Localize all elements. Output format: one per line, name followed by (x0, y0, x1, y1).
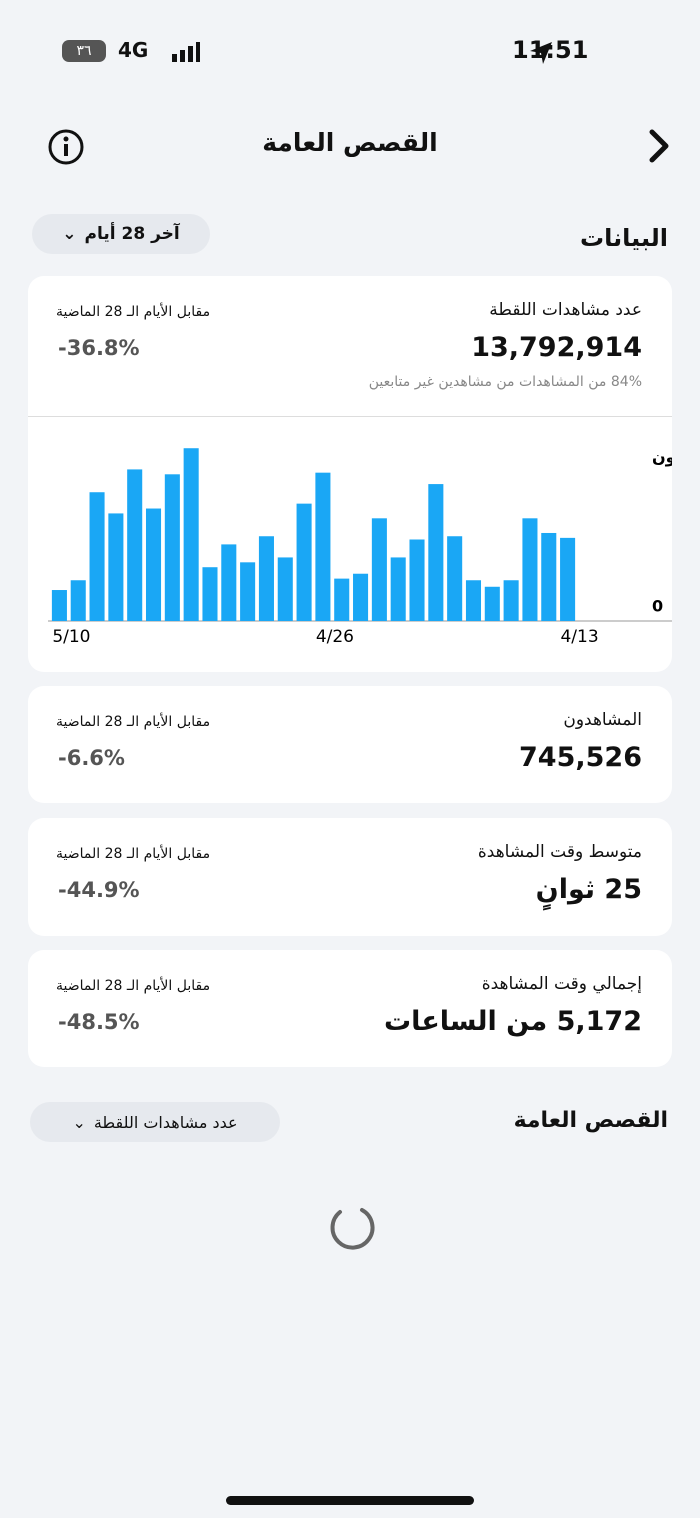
bar (371, 518, 387, 621)
bar (70, 580, 86, 621)
comparison-label: مقابل الأيام الـ 28 الماضية (56, 304, 211, 320)
comparison-value: -6.6% (58, 746, 125, 770)
stat-value: 25 ثوانٍ (535, 874, 642, 905)
stat-label: المشاهدون (563, 710, 642, 730)
bar (127, 469, 143, 621)
bar (334, 578, 350, 621)
clock: 11:51 (512, 36, 589, 64)
stat-label: متوسط وقت المشاهدة (477, 842, 642, 862)
comparison-value: -48.5% (58, 1010, 140, 1034)
bar (277, 557, 293, 621)
bar (145, 508, 162, 621)
bar (522, 518, 538, 621)
section-title: البيانات (580, 224, 668, 252)
bar (315, 472, 331, 621)
bar (541, 532, 557, 621)
stat-card: المشاهدون 745,526 مقابل الأيام الـ 28 الما… (28, 686, 672, 803)
chevron: ⌄ (62, 224, 77, 244)
bar (164, 474, 180, 621)
bar (296, 503, 312, 621)
bar (428, 484, 444, 621)
stat-card: متوسط وقت المشاهدة 25 ثوانٍ مقابل الأيام ا… (28, 818, 672, 936)
x-tick-label: 5/10 (52, 627, 90, 647)
comparison-label: مقابل الأيام الـ 28 الماضية (56, 714, 211, 730)
info-button[interactable] (46, 127, 86, 167)
battery: ٣٦ (62, 40, 106, 62)
bar (390, 557, 406, 621)
bar (560, 537, 576, 621)
bar (484, 586, 500, 621)
bar (89, 492, 105, 621)
metric-filter[interactable]: عدد مشاهدات اللقطة ⌄ (30, 1102, 280, 1142)
bar (353, 573, 369, 621)
chart: 0 1 مليون 5/10 4/26 4/13 (48, 448, 672, 647)
bar (202, 567, 218, 621)
bar (465, 580, 482, 621)
bar (503, 580, 519, 621)
x-tick-label: 4/26 (316, 627, 354, 647)
screen-title: القصص العامة (262, 128, 438, 157)
comparison-label: مقابل الأيام الـ 28 الماضية (56, 978, 211, 994)
stat-value: 5,172 من الساعات (384, 1006, 642, 1037)
signal-icon (172, 42, 200, 62)
loading-spinner (330, 1208, 375, 1250)
bar (221, 544, 237, 621)
stat-value: 745,526 (519, 742, 642, 773)
bar (108, 513, 124, 621)
stat-label: إجمالي وقت المشاهدة (481, 974, 642, 994)
x-tick-label: 4/13 (560, 627, 598, 647)
stat-note: 84% من المشاهدات من مشاهدين غير متابعين (368, 374, 642, 390)
bar (447, 536, 463, 621)
stat-label: عدد مشاهدات اللقطة (489, 300, 642, 320)
comparison-value: -44.9% (58, 878, 140, 902)
y-tick-label: 0 (652, 597, 663, 616)
filter-label: آخر 28 أيام (84, 224, 180, 244)
section-title: القصص العامة (513, 1108, 668, 1133)
comparison-value: -36.8% (58, 336, 140, 360)
back-button[interactable] (644, 128, 674, 164)
home-indicator (226, 1496, 474, 1505)
chevron: ⌄ (72, 1112, 86, 1132)
stat-value: 13,792,914 (471, 332, 642, 363)
comparison-label: مقابل الأيام الـ 28 الماضية (56, 846, 211, 862)
bar (240, 562, 256, 621)
network: 4G (118, 38, 149, 62)
location-icon (530, 42, 552, 64)
bar (183, 448, 199, 621)
stat-card: إجمالي وقت المشاهدة 5,172 من الساعات مقابل… (28, 950, 672, 1067)
y-tick-label: 1 مليون (652, 448, 672, 467)
filter-label: عدد مشاهدات اللقطة (93, 1112, 238, 1132)
date-filter[interactable]: آخر 28 أيام ⌄ (32, 214, 210, 254)
bar (258, 536, 274, 621)
bar (409, 539, 425, 621)
divider (28, 416, 672, 417)
bar (51, 590, 67, 621)
